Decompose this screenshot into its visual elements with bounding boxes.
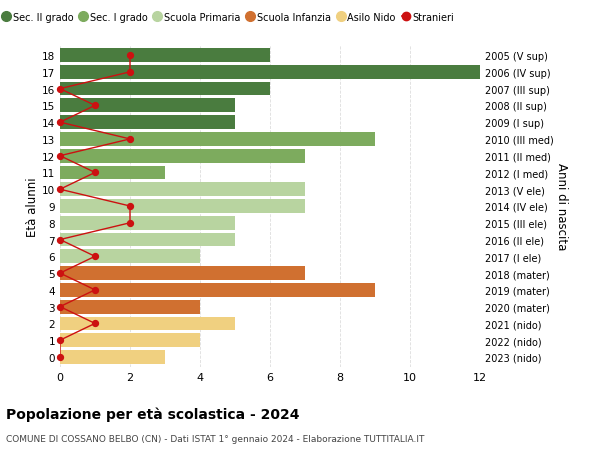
Point (90, 253, 100, 260)
Point (55, 119, 65, 127)
Point (55, 236, 65, 244)
Bar (60, 116, 235, 130)
Point (55, 153, 65, 160)
Bar (60, 267, 305, 280)
Bar (60, 283, 375, 297)
Bar (60, 99, 235, 113)
Bar (60, 133, 375, 146)
Text: Popolazione per età scolastica - 2024: Popolazione per età scolastica - 2024 (6, 406, 299, 421)
Point (90, 286, 100, 294)
Bar (60, 83, 270, 96)
Point (125, 136, 135, 143)
Point (125, 219, 135, 227)
Legend: Sec. II grado, Sec. I grado, Scuola Primaria, Scuola Infanzia, Asilo Nido, Stran: Sec. II grado, Sec. I grado, Scuola Prim… (0, 9, 458, 27)
Bar (60, 183, 305, 196)
Point (55, 186, 65, 194)
Bar (60, 317, 235, 330)
Point (90, 320, 100, 327)
Y-axis label: Età alunni: Età alunni (26, 177, 39, 236)
Y-axis label: Anni di nascita: Anni di nascita (554, 163, 568, 250)
Bar (60, 350, 165, 364)
Point (55, 303, 65, 311)
Bar (60, 166, 165, 180)
Bar (60, 200, 305, 213)
Bar (60, 217, 235, 230)
Text: COMUNE DI COSSANO BELBO (CN) - Dati ISTAT 1° gennaio 2024 - Elaborazione TUTTITA: COMUNE DI COSSANO BELBO (CN) - Dati ISTA… (6, 434, 424, 443)
Point (55, 353, 65, 361)
Point (55, 337, 65, 344)
Bar (60, 300, 200, 314)
Bar (60, 233, 235, 247)
Point (125, 52, 135, 60)
Point (125, 203, 135, 210)
Point (125, 69, 135, 76)
Point (55, 86, 65, 93)
Bar (60, 334, 200, 347)
Bar (60, 49, 270, 63)
Bar (60, 150, 305, 163)
Point (90, 102, 100, 110)
Point (55, 270, 65, 277)
Bar (60, 250, 200, 263)
Point (90, 169, 100, 177)
Bar (60, 66, 480, 79)
